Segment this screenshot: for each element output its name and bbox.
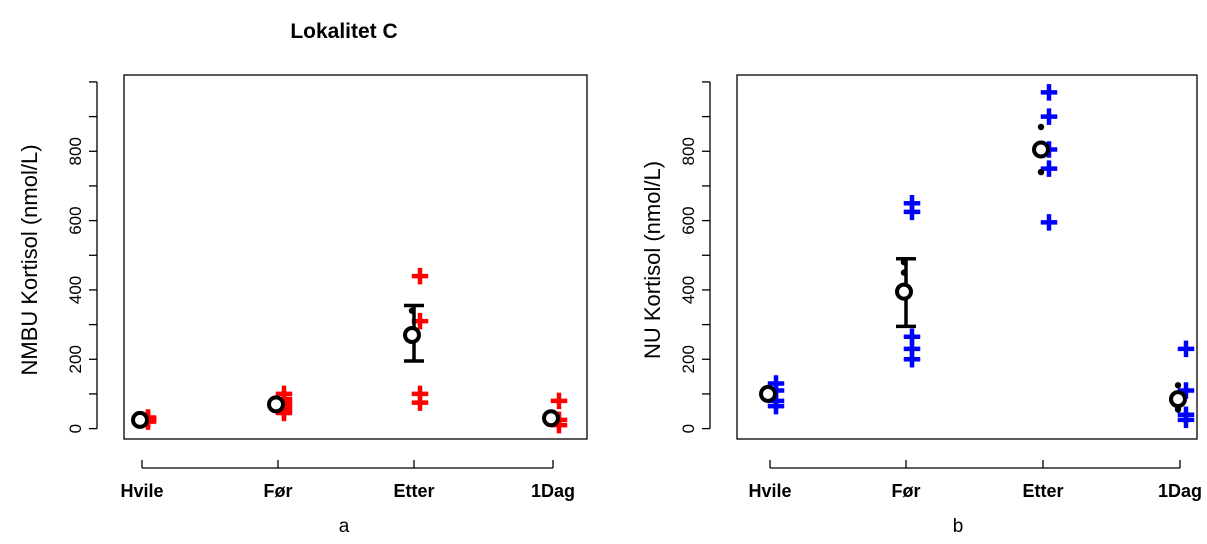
data-point-cross — [903, 195, 921, 212]
panel-a-x-axis: Hvile Før Etter 1Dag — [120, 460, 575, 501]
data-point — [1040, 108, 1058, 125]
panel-a-label: a — [339, 516, 350, 537]
panel-a-points — [131, 267, 568, 434]
mean-marker — [895, 282, 913, 301]
panel-b-x-axis: Hvile Før Etter 1Dag — [748, 460, 1202, 501]
panel-b-label: b — [953, 516, 964, 537]
data-point-cross — [275, 385, 293, 403]
x-tick-label: 1Dag — [531, 481, 575, 501]
data-point-cross — [550, 392, 568, 410]
mean-marker — [759, 384, 777, 403]
mean-marker — [267, 395, 285, 414]
data-point — [1040, 160, 1058, 177]
panel-a-plot-box — [123, 74, 588, 440]
y-tick-label: 0 — [679, 424, 698, 433]
data-point-cross — [1177, 382, 1195, 399]
x-tick-label: 1Dag — [1158, 481, 1202, 501]
data-point-cross — [411, 267, 429, 285]
y-tick-label: 400 — [66, 276, 85, 304]
y-tick-label: 800 — [66, 137, 85, 165]
x-tick-label: Hvile — [748, 481, 791, 501]
data-point — [1177, 406, 1195, 423]
data-point — [550, 392, 568, 410]
data-point-cross — [411, 312, 429, 330]
panel-b-plot-box — [736, 74, 1198, 440]
data-point — [1040, 84, 1058, 101]
y-tick-label: 400 — [679, 276, 698, 304]
panel-a-y-axis: 0 200 400 600 800 — [66, 81, 98, 433]
data-point — [903, 328, 921, 345]
y-tick-label: 200 — [66, 345, 85, 373]
data-point — [767, 375, 785, 392]
y-tick-label: 600 — [679, 206, 698, 234]
data-point-cross — [767, 375, 785, 392]
data-point — [1177, 340, 1195, 358]
data-point-cross — [1177, 406, 1195, 423]
y-tick-label: 800 — [679, 137, 698, 165]
data-point — [411, 312, 429, 330]
mean-marker — [1169, 390, 1187, 409]
mean-marker — [1032, 140, 1050, 159]
x-tick-label: Før — [892, 481, 921, 501]
data-point-cross — [411, 385, 429, 403]
mean-marker — [131, 410, 149, 429]
data-point — [903, 195, 921, 212]
data-point-dot — [1174, 382, 1182, 389]
panel-a-y-label: NMBU Kortisol (nmol/L) — [17, 144, 42, 375]
mean-marker — [542, 409, 560, 428]
data-point-cross — [1040, 160, 1058, 177]
x-tick-label: Etter — [393, 481, 434, 501]
data-point-cross — [1177, 340, 1195, 358]
panel-b: 0 200 400 600 800 Hvile Før Etter 1Dag NU Korti… — [640, 74, 1202, 537]
panel-b-points — [759, 84, 1195, 429]
mean-marker — [403, 326, 421, 344]
data-point-cross — [903, 328, 921, 345]
y-tick-label: 600 — [66, 206, 85, 234]
panel-b-y-label: NU Kortisol (nmol/L) — [640, 161, 665, 359]
y-tick-label: 0 — [66, 424, 85, 433]
x-tick-label: Hvile — [120, 481, 163, 501]
panel-a: 0 200 400 600 800 Hvile Før Etter 1Dag NMBU Kor… — [17, 74, 588, 537]
data-point-cross — [1040, 108, 1058, 125]
x-tick-label: Etter — [1022, 481, 1063, 501]
data-point — [1040, 214, 1058, 231]
data-point — [275, 385, 293, 403]
data-point — [411, 385, 429, 403]
data-point-cross — [1040, 84, 1058, 101]
data-point — [411, 267, 429, 285]
data-point-dot — [1037, 123, 1045, 131]
data-point — [1177, 382, 1195, 399]
data-point-dot — [1037, 168, 1045, 176]
data-point-cross — [1040, 214, 1058, 231]
panel-b-y-axis: 0 200 400 600 800 — [679, 81, 711, 433]
figure-title: Lokalitet C — [290, 20, 397, 43]
y-tick-label: 200 — [679, 345, 698, 373]
x-tick-label: Før — [264, 481, 293, 501]
